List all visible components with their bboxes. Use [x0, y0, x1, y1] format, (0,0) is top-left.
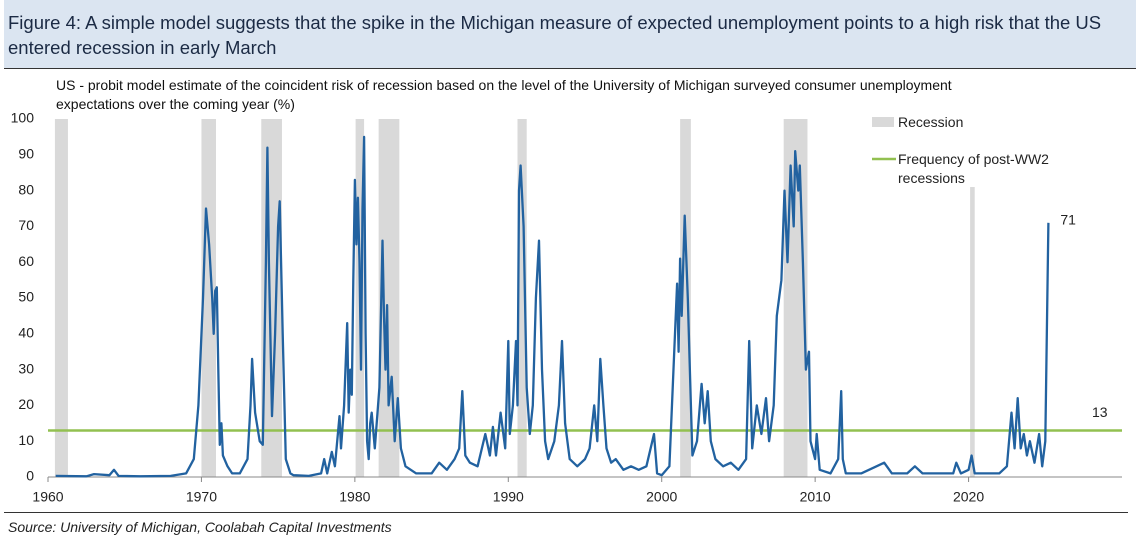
- x-tick-label: 1980: [339, 489, 370, 505]
- y-tick-label: 70: [18, 217, 34, 233]
- recession-band: [54, 119, 68, 477]
- source: Source: University of Michigan, Coolabah…: [8, 519, 392, 535]
- y-tick-label: 0: [26, 468, 34, 484]
- y-tick-label: 30: [18, 360, 34, 376]
- recession-band: [517, 119, 527, 477]
- series-line: [55, 135, 1050, 478]
- x-tick-label: 2010: [800, 489, 831, 505]
- y-tick-label: 80: [18, 181, 34, 197]
- end-label: 71: [1060, 212, 1076, 228]
- y-tick-label: 10: [18, 432, 34, 448]
- divider: [4, 512, 1128, 513]
- recession-band: [378, 119, 400, 477]
- y-tick-label: 50: [18, 289, 34, 305]
- title-banner: [4, 0, 1136, 69]
- y-tick-label: 100: [11, 110, 35, 126]
- legend-swatch: [872, 117, 894, 127]
- x-tick-label: 1960: [32, 489, 63, 505]
- chart-title: Figure 4: A simple model suggests that t…: [8, 12, 1102, 58]
- y-tick-label: 20: [18, 396, 34, 412]
- y-tick-label: 60: [18, 253, 34, 269]
- chart-subtitle: US - probit model estimate of the coinci…: [56, 77, 952, 112]
- recession-band: [680, 119, 691, 477]
- x-tick-label: 1990: [493, 489, 524, 505]
- x-tick-label: 1970: [186, 489, 217, 505]
- legend-reference: Frequency of post-WW2 recessions: [898, 151, 1049, 186]
- x-tick-label: 2000: [646, 489, 677, 505]
- reference-label: 13: [1092, 404, 1108, 420]
- y-tick-label: 40: [18, 325, 34, 341]
- y-tick-label: 90: [18, 146, 34, 162]
- legend-recession: Recession: [898, 114, 964, 130]
- x-tick-label: 2020: [953, 489, 984, 505]
- recession-band: [970, 187, 975, 477]
